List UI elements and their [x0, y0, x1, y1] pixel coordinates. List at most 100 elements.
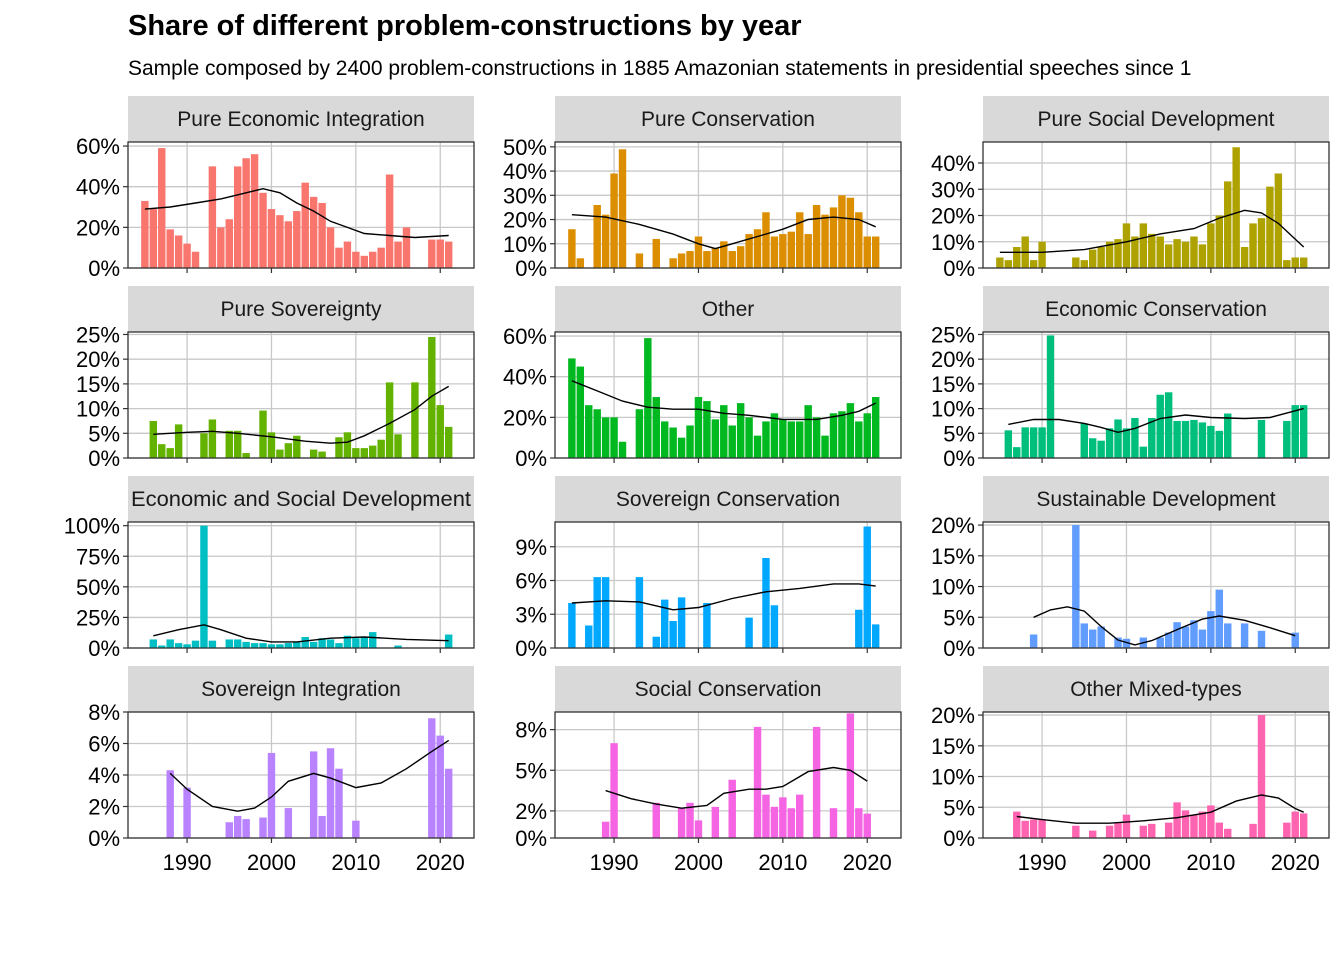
bar — [1021, 820, 1029, 838]
panel-border — [982, 711, 1330, 839]
bar — [728, 425, 736, 458]
bar — [694, 397, 703, 458]
bar — [1029, 819, 1038, 838]
bar — [1215, 215, 1224, 268]
bar — [318, 638, 326, 648]
panel-pure-economic-integration: Pure Economic Integration 0% 20% 40% 60% — [76, 96, 475, 281]
y-tick-label: 10% — [931, 397, 975, 422]
bar — [1114, 637, 1122, 648]
bar — [1257, 419, 1266, 458]
x-tick-label: 1990 — [590, 850, 639, 875]
bar — [259, 410, 267, 458]
bar — [1190, 814, 1198, 838]
bar — [829, 413, 838, 458]
bar — [593, 577, 601, 648]
y-tick-label: 40% — [931, 151, 975, 176]
bar — [284, 443, 293, 458]
bar — [394, 434, 402, 458]
bar — [1198, 811, 1207, 838]
facet-strip — [555, 96, 901, 142]
bar — [1038, 819, 1046, 838]
y-tick-label: 40% — [503, 159, 547, 184]
bar — [812, 205, 821, 268]
bar — [871, 397, 880, 458]
bar — [436, 405, 444, 458]
bar — [1164, 632, 1173, 648]
chart-title: Share of different problem-constructions… — [128, 10, 802, 42]
bar — [385, 382, 394, 458]
bar — [166, 448, 174, 458]
bar — [1097, 440, 1105, 458]
bar — [242, 819, 250, 838]
bar — [1156, 394, 1164, 458]
facet-strip-label: Social Conservation — [635, 678, 822, 701]
y-tick-label: 10% — [931, 575, 975, 600]
bar — [225, 822, 233, 838]
bar — [259, 643, 267, 648]
bar — [694, 236, 703, 268]
bar — [1257, 715, 1266, 838]
bar — [369, 445, 377, 458]
y-tick-label: 50% — [76, 575, 120, 600]
bar — [1148, 823, 1156, 838]
bar — [996, 257, 1004, 268]
facet-strip-label: Pure Social Development — [1038, 108, 1275, 131]
bar — [158, 444, 166, 458]
bar — [284, 643, 293, 648]
bar — [1291, 632, 1299, 648]
bar — [428, 718, 436, 838]
y-tick-label: 60% — [503, 324, 547, 349]
y-tick-label: 20% — [503, 405, 547, 430]
bar — [728, 251, 736, 268]
bar — [1122, 428, 1131, 458]
bar — [1291, 811, 1299, 838]
bar — [1148, 233, 1156, 268]
bar — [335, 643, 343, 648]
bar — [779, 797, 787, 838]
bar — [293, 641, 301, 648]
bar — [677, 437, 686, 458]
bar — [677, 808, 686, 838]
bar — [846, 197, 855, 268]
panel-pure-sovereignty: Pure Sovereignty 0%5%10%15%20%25% — [76, 286, 475, 471]
y-tick-label: 15% — [931, 734, 975, 759]
bar — [652, 238, 660, 268]
bar — [318, 815, 326, 838]
bar — [301, 636, 309, 648]
bar — [787, 231, 796, 268]
bar — [711, 419, 720, 458]
bar — [284, 808, 293, 838]
bar — [1291, 257, 1299, 268]
bar — [1072, 525, 1080, 648]
panel-border — [554, 521, 902, 649]
bar — [686, 802, 694, 838]
bar — [1291, 405, 1299, 458]
bar — [343, 241, 352, 268]
bar — [259, 817, 267, 838]
bar — [812, 726, 821, 838]
facet-strip-label: Economic Conservation — [1045, 298, 1267, 321]
bar — [711, 806, 720, 838]
bar — [762, 212, 770, 268]
bar — [812, 417, 821, 458]
bar — [863, 526, 871, 648]
bar — [1240, 247, 1249, 268]
panel-economic-conservation: Economic Conservation 0%5%10%15%20%25% — [931, 286, 1330, 471]
bar — [846, 403, 855, 458]
bar — [267, 209, 276, 268]
bar — [652, 636, 660, 648]
facet-strip — [555, 666, 901, 712]
bar — [753, 229, 762, 268]
trend-line — [1033, 606, 1296, 646]
bar — [369, 251, 377, 268]
trend-line — [169, 739, 450, 812]
y-tick-label: 20% — [931, 204, 975, 229]
facet-strip — [128, 96, 474, 142]
x-tick-label: 2020 — [843, 850, 892, 875]
bar — [1004, 260, 1013, 268]
bar — [444, 241, 453, 268]
trend-line — [571, 583, 876, 611]
y-tick-label: 20% — [931, 347, 975, 372]
panel-border — [554, 141, 902, 269]
bar — [191, 640, 200, 648]
